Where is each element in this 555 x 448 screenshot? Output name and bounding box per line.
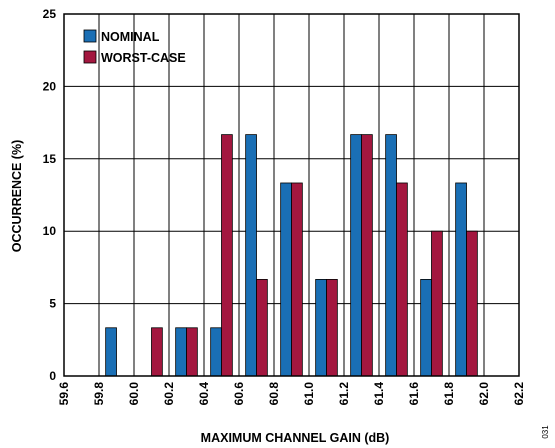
- bar-nominal-3: [210, 327, 222, 377]
- y-tick-label: 25: [43, 7, 57, 21]
- legend-label-worst-case: WORST-CASE: [101, 51, 186, 65]
- legend-swatch-worst-case: [83, 50, 97, 64]
- x-tick-label: 59.8: [92, 382, 106, 406]
- y-tick-label: 5: [49, 297, 56, 311]
- x-tick-label: 60.4: [197, 382, 211, 406]
- bar-worst-case-8: [396, 182, 408, 377]
- x-tick-label: 61.8: [442, 382, 456, 406]
- plot-frame: [63, 13, 520, 377]
- x-tick-label: 60.6: [232, 382, 246, 406]
- y-tick-label: 0: [49, 369, 56, 383]
- bar-worst-case-3: [221, 134, 233, 377]
- legend: NOMINAL WORST-CASE: [83, 29, 186, 65]
- x-tick-label: 61.2: [337, 382, 351, 406]
- y-tick-label: 15: [43, 152, 57, 166]
- x-tick-label: 61.6: [407, 382, 421, 406]
- x-tick-label: 61.4: [372, 382, 386, 406]
- legend-label-nominal: NOMINAL: [101, 30, 160, 44]
- bar-nominal-7: [350, 134, 362, 377]
- bar-worst-case-2: [186, 327, 198, 377]
- x-tick-label: 60.0: [127, 382, 141, 406]
- y-tick-labels: 0 5 10 15 20 25: [43, 7, 57, 383]
- bar-worst-case-9: [431, 230, 443, 377]
- x-axis-title: MAXIMUM CHANNEL GAIN (dB): [201, 431, 390, 445]
- bar-nominal-9: [420, 279, 432, 377]
- bar-nominal-10: [455, 182, 467, 377]
- bar-worst-case-10: [466, 230, 478, 377]
- figure-code: 031: [541, 425, 550, 439]
- bar-worst-case-5: [291, 182, 303, 377]
- legend-swatch-nominal: [83, 29, 97, 43]
- bar-nominal-8: [385, 134, 397, 377]
- bar-nominal-5: [280, 182, 292, 377]
- bar-nominal-6: [315, 279, 327, 377]
- x-tick-label: 59.6: [57, 382, 71, 406]
- y-axis-title: OCCURRENCE (%): [10, 140, 24, 253]
- bar-nominal-4: [245, 134, 257, 377]
- x-tick-label: 62.0: [477, 382, 491, 406]
- x-tick-label: 61.0: [302, 382, 316, 406]
- y-tick-label: 10: [43, 224, 57, 238]
- y-tick-label: 20: [43, 79, 57, 93]
- bar-nominal-0: [105, 327, 117, 377]
- bar-worst-case-7: [361, 134, 373, 377]
- bar-worst-case-4: [256, 279, 268, 377]
- bar-nominal-2: [175, 327, 187, 377]
- x-tick-labels: 59.6 59.8 60.0 60.2 60.4 60.6 60.8 61.0 61.2 61.4…: [57, 382, 526, 406]
- x-tick-label: 60.2: [162, 382, 176, 406]
- x-tick-label: 60.8: [267, 382, 281, 406]
- bar-worst-case-1: [151, 327, 163, 377]
- bar-worst-case-6: [326, 279, 338, 377]
- bars: [105, 134, 478, 377]
- x-tick-label: 62.2: [512, 382, 526, 406]
